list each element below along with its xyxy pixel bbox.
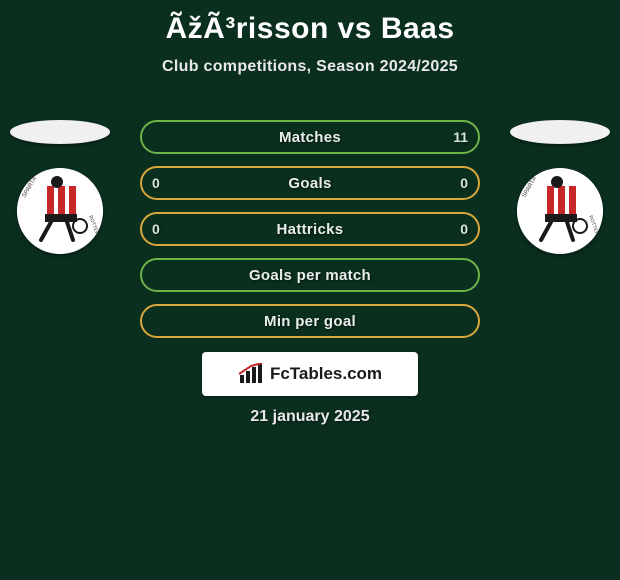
page-title: ÃžÃ³risson vs Baas — [0, 0, 620, 46]
branding-text: FcTables.com — [270, 364, 382, 384]
sparta-badge-icon: ROTTERDAM SPARTA — [17, 168, 103, 254]
stat-label: Min per goal — [264, 313, 356, 330]
stat-left-value: 0 — [152, 175, 160, 191]
player-right-silhouette — [510, 120, 610, 144]
subtitle: Club competitions, Season 2024/2025 — [0, 58, 620, 76]
player-left-column: ROTTERDAM SPARTA — [10, 120, 110, 254]
stat-right-value: 11 — [453, 129, 468, 145]
player-left-silhouette — [10, 120, 110, 144]
club-badge-right: ROTTERDAM SPARTA — [517, 168, 603, 254]
date-text: 21 january 2025 — [0, 408, 620, 426]
stat-label: Goals — [288, 175, 331, 192]
stat-label: Hattricks — [277, 221, 344, 238]
stat-label: Matches — [279, 129, 341, 146]
comparison-card: ÃžÃ³risson vs Baas Club competitions, Se… — [0, 0, 620, 580]
bar-chart-icon — [238, 363, 264, 385]
stat-right-value: 0 — [460, 175, 468, 191]
stat-row-hattricks: 0 Hattricks 0 — [140, 212, 480, 246]
club-badge-left: ROTTERDAM SPARTA — [17, 168, 103, 254]
stat-row-min-per-goal: Min per goal — [140, 304, 480, 338]
stats-container: Matches 11 0 Goals 0 0 Hattricks 0 Goals… — [140, 120, 480, 350]
stat-row-goals-per-match: Goals per match — [140, 258, 480, 292]
stat-row-matches: Matches 11 — [140, 120, 480, 154]
sparta-badge-icon: ROTTERDAM SPARTA — [517, 168, 603, 254]
stat-right-value: 0 — [460, 221, 468, 237]
stat-row-goals: 0 Goals 0 — [140, 166, 480, 200]
stat-left-value: 0 — [152, 221, 160, 237]
branding-box[interactable]: FcTables.com — [202, 352, 418, 396]
stat-label: Goals per match — [249, 267, 371, 284]
player-right-column: ROTTERDAM SPARTA — [510, 120, 610, 254]
